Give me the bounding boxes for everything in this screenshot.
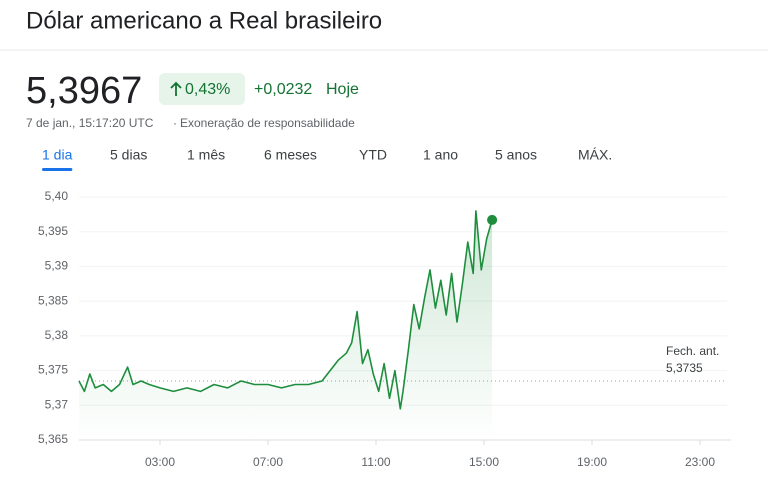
area bbox=[79, 210, 493, 440]
up-arrow bbox=[170, 81, 182, 96]
x-tick-label: 03:00 bbox=[145, 455, 175, 469]
range-tabs: 1 dia 5 dias 1 mês 6 meses YTD 1 ano 5 anos MÁX… bbox=[42, 147, 612, 171]
previous-close-value: 5,3735 bbox=[666, 361, 703, 375]
range-tab[interactable]: 5 dias bbox=[110, 147, 147, 163]
chart: 5,365 5,37 5,375 5,38 5,385 5,39 5,395 5,40 03:0… bbox=[38, 189, 731, 469]
change-period: Hoje bbox=[326, 81, 359, 98]
last-point bbox=[487, 214, 498, 225]
y-tick-label: 5,37 bbox=[45, 397, 69, 411]
y-tick-label: 5,39 bbox=[45, 259, 69, 273]
change-percent: 0,43% bbox=[185, 81, 230, 98]
range-tab[interactable]: 5 anos bbox=[495, 147, 537, 163]
range-tab[interactable]: MÁX. bbox=[578, 147, 612, 163]
disclaimer-link[interactable]: Exoneração de responsabilidade bbox=[180, 116, 355, 130]
x-tick-label: 15:00 bbox=[469, 455, 499, 469]
price: 5,3967 bbox=[26, 70, 142, 112]
y-tick-label: 5,395 bbox=[38, 224, 68, 238]
x-tick-label: 07:00 bbox=[253, 455, 283, 469]
x-tick-label: 11:00 bbox=[361, 455, 390, 469]
timestamp: 7 de jan., 15:17:20 UTC bbox=[26, 116, 154, 130]
range-tab[interactable]: 1 mês bbox=[187, 147, 225, 163]
range-tab[interactable]: 1 dia bbox=[42, 147, 73, 163]
range-tab[interactable]: 1 ano bbox=[423, 147, 458, 163]
change-badge bbox=[159, 73, 245, 105]
range-tab[interactable]: 6 meses bbox=[264, 147, 317, 163]
title: Dólar americano a Real brasileiro bbox=[26, 7, 382, 34]
price-line bbox=[78, 210, 493, 410]
x-tick-label: 23:00 bbox=[685, 455, 715, 469]
y-tick-label: 5,38 bbox=[45, 328, 69, 342]
tab-underline bbox=[42, 168, 73, 171]
y-tick-label: 5,365 bbox=[38, 432, 68, 446]
x-tick-label: 19:00 bbox=[577, 455, 607, 469]
range-tab[interactable]: YTD bbox=[359, 147, 387, 163]
separator: · bbox=[173, 116, 177, 130]
y-tick-label: 5,375 bbox=[38, 363, 68, 377]
y-tick-label: 5,385 bbox=[38, 293, 68, 307]
change-abs: +0,0232 bbox=[254, 81, 312, 98]
previous-close-label: Fech. ant. bbox=[666, 344, 719, 358]
y-tick-label: 5,40 bbox=[45, 189, 69, 203]
